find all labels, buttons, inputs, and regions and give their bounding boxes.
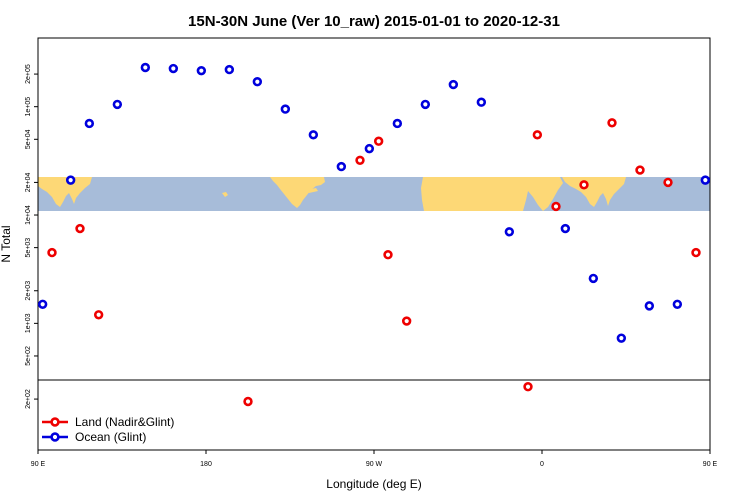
y-tick-label: 2e+05 <box>25 64 32 84</box>
y-tick-label: 5e+03 <box>25 238 32 258</box>
point-land <box>243 396 253 407</box>
point-land <box>532 130 543 140</box>
point-land <box>47 247 57 258</box>
point-ocean <box>140 62 151 73</box>
point-ocean <box>560 223 571 234</box>
point-land <box>663 177 673 188</box>
point-ocean <box>616 333 627 343</box>
point-ocean <box>448 79 459 90</box>
point-ocean <box>420 99 431 110</box>
legend-marker-land <box>50 417 60 427</box>
y-axis: 2e+02 5e+02 1e+03 2e+03 5e+03 1e+04 2e+04 5e+04… <box>25 64 38 409</box>
point-land <box>401 316 412 326</box>
y-tick-label: 1e+04 <box>25 205 32 225</box>
x-tick-label: 90 E <box>703 461 718 468</box>
point-ocean <box>196 65 207 76</box>
legend: Land (Nadir&Glint) Ocean (Glint) <box>42 415 174 444</box>
point-ocean <box>112 99 123 110</box>
map-land <box>38 177 626 211</box>
point-ocean <box>392 118 403 129</box>
point-ocean <box>700 175 711 185</box>
point-land <box>355 155 365 165</box>
point-ocean <box>504 227 515 237</box>
x-tick-label: 0 <box>540 461 544 468</box>
y-tick-label: 5e+02 <box>25 346 32 366</box>
point-land <box>551 201 561 212</box>
x-tick-label: 180 <box>200 461 212 468</box>
data-points <box>37 62 711 407</box>
point-land <box>607 118 617 128</box>
legend-marker-ocean <box>50 432 60 442</box>
point-ocean <box>672 299 683 309</box>
point-land <box>523 382 533 392</box>
y-tick-label: 2e+02 <box>25 389 32 409</box>
point-land <box>93 310 104 320</box>
point-ocean <box>280 104 291 114</box>
y-tick-label: 2e+04 <box>25 172 32 192</box>
point-land <box>383 250 393 260</box>
x-tick-label: 90 W <box>366 461 383 468</box>
point-ocean <box>252 77 263 87</box>
x-axis: 90 E 180 90 W 0 90 E <box>31 450 718 468</box>
point-ocean <box>644 301 655 311</box>
y-tick-label: 1e+03 <box>25 313 32 333</box>
point-land <box>691 247 701 258</box>
point-ocean <box>84 118 95 129</box>
y-axis-label: N Total <box>0 225 13 262</box>
point-ocean <box>224 64 235 75</box>
legend-label-ocean: Ocean (Glint) <box>75 430 146 444</box>
point-land <box>635 165 645 175</box>
chart-title: 15N-30N June (Ver 10_raw) 2015-01-01 to … <box>188 13 560 30</box>
point-ocean <box>308 130 319 140</box>
x-axis-label: Longitude (deg E) <box>326 477 421 491</box>
point-land <box>75 223 85 234</box>
y-tick-label: 1e+05 <box>25 97 32 117</box>
x-tick-label: 90 E <box>31 461 46 468</box>
y-tick-label: 2e+03 <box>25 281 32 301</box>
map-band <box>38 177 710 211</box>
point-ocean <box>65 175 76 185</box>
legend-label-land: Land (Nadir&Glint) <box>75 415 174 429</box>
point-ocean <box>588 273 599 284</box>
point-land <box>373 136 384 146</box>
point-land <box>579 180 589 190</box>
y-tick-label: 5e+04 <box>25 129 32 149</box>
point-ocean <box>336 161 347 172</box>
plot-frame <box>37 37 711 451</box>
point-ocean <box>476 97 487 107</box>
point-ocean <box>37 299 48 309</box>
point-ocean <box>168 63 179 74</box>
point-ocean <box>364 143 375 154</box>
